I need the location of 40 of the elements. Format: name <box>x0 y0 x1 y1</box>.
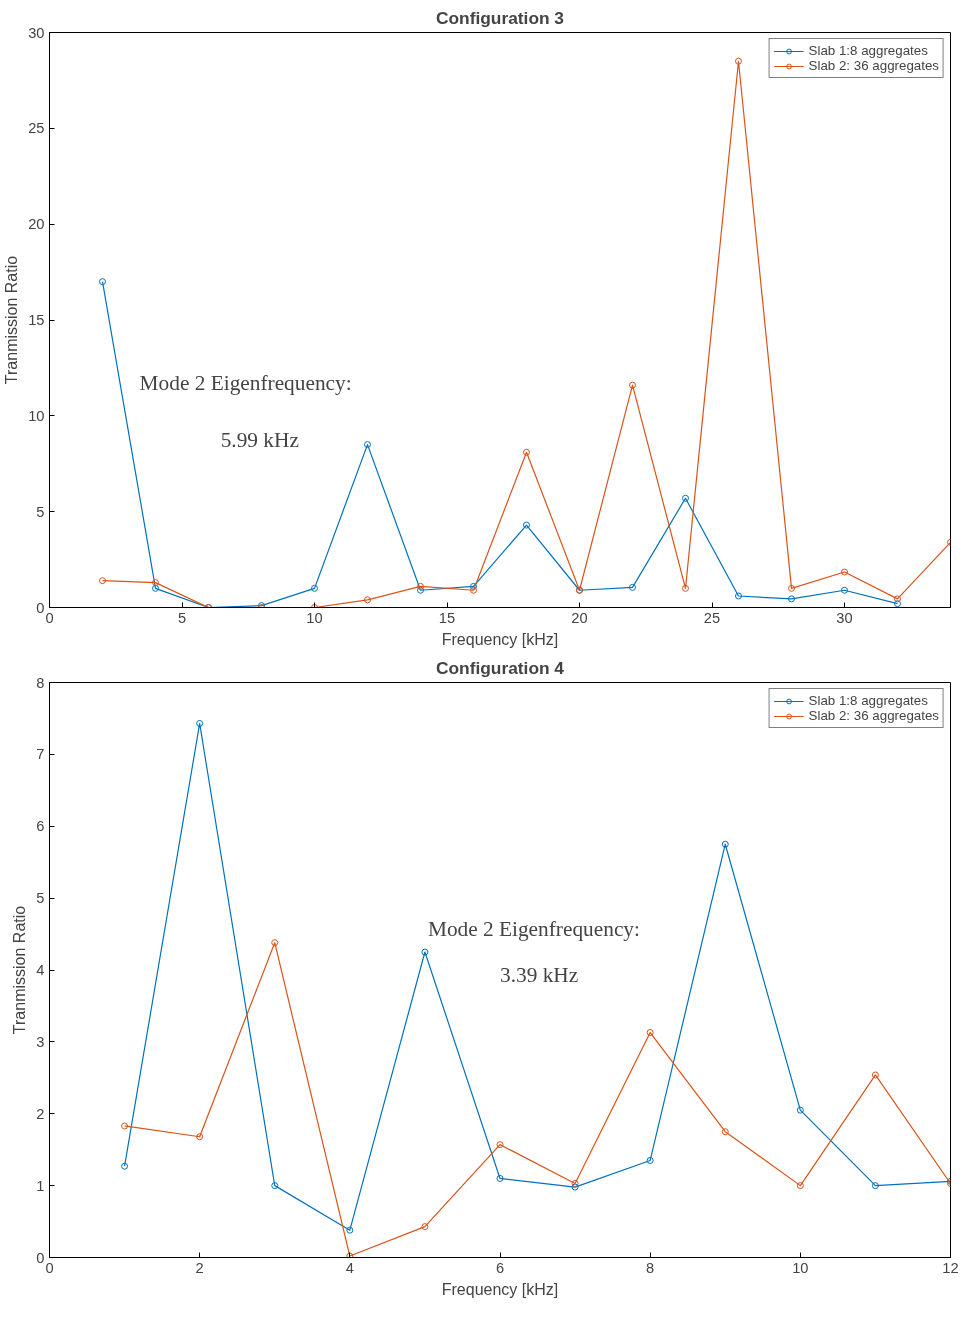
x-tick-label: 25 <box>703 609 721 626</box>
x-tick-label: 8 <box>646 1259 655 1276</box>
chart-title: Configuration 3 <box>435 7 565 28</box>
y-tick-label: 30 <box>28 24 45 41</box>
y-tick-label: 2 <box>36 1105 45 1122</box>
chart-title: Configuration 4 <box>435 657 565 678</box>
y-tick-label: 5 <box>36 503 45 520</box>
annotation: Mode 2 Eigenfrequency: <box>139 370 352 395</box>
annotation: 5.99 kHz <box>220 428 299 453</box>
x-axis-title: Frequency [kHz] <box>441 1280 559 1298</box>
legend-label: Slab 2: 36 aggregates <box>808 708 939 723</box>
y-tick-label: 4 <box>36 962 45 978</box>
y-tick-label: 5 <box>36 890 45 907</box>
y-tick-label: 15 <box>28 312 45 328</box>
y-tick-label: 1 <box>36 1177 45 1194</box>
legend-label: Slab 2: 36 aggregates <box>808 58 939 73</box>
y-tick-label: 25 <box>28 120 45 137</box>
annotation: 3.39 kHz <box>500 963 579 988</box>
x-tick-label: 2 <box>195 1259 204 1276</box>
x-tick-label: 30 <box>836 609 853 626</box>
x-tick-label: 10 <box>792 1259 809 1276</box>
x-tick-label: 20 <box>571 609 588 626</box>
y-tick-label: 3 <box>36 1033 45 1050</box>
x-axis-title: Frequency [kHz] <box>441 630 559 648</box>
y-tick-label: 7 <box>36 746 45 763</box>
y-axis-title: Tranmission Ratio <box>3 255 21 385</box>
y-axis-title: Tranmission Ratio <box>11 905 29 1035</box>
x-tick-label: 5 <box>177 609 187 626</box>
y-tick-label: 20 <box>28 216 45 233</box>
x-tick-label: 12 <box>942 1259 959 1276</box>
x-tick-label: 6 <box>495 1259 505 1276</box>
annotation: Mode 2 Eigenfrequency: <box>427 917 640 942</box>
y-tick-label: 6 <box>36 818 45 835</box>
y-tick-label: 10 <box>28 407 45 424</box>
y-tick-label: 8 <box>36 674 45 691</box>
legend-label: Slab 1:8 aggregates <box>808 43 928 58</box>
x-tick-label: 15 <box>438 609 456 626</box>
x-tick-label: 10 <box>306 609 323 626</box>
x-tick-label: 4 <box>345 1259 354 1276</box>
legend-label: Slab 1:8 aggregates <box>808 693 928 708</box>
